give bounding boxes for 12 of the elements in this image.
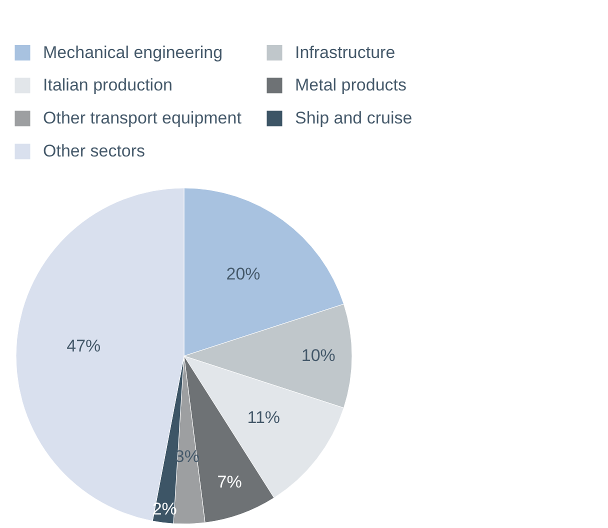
data-label: 20% bbox=[226, 264, 260, 284]
data-label: 11% bbox=[247, 408, 280, 427]
legend-label: Infrastructure bbox=[295, 42, 396, 62]
data-label: 47% bbox=[66, 336, 101, 356]
legend-label: Ship and cruise bbox=[295, 108, 412, 128]
legend-label: Metal products bbox=[295, 76, 406, 94]
legend-label: Mechanical engineering bbox=[43, 42, 223, 62]
data-label: 10% bbox=[301, 346, 336, 365]
legend-label: Italian production bbox=[43, 76, 172, 94]
legend-label: Other transport equipment bbox=[43, 108, 242, 128]
legend-label: Other sectors bbox=[43, 142, 146, 160]
data-label: 7% bbox=[217, 472, 242, 492]
